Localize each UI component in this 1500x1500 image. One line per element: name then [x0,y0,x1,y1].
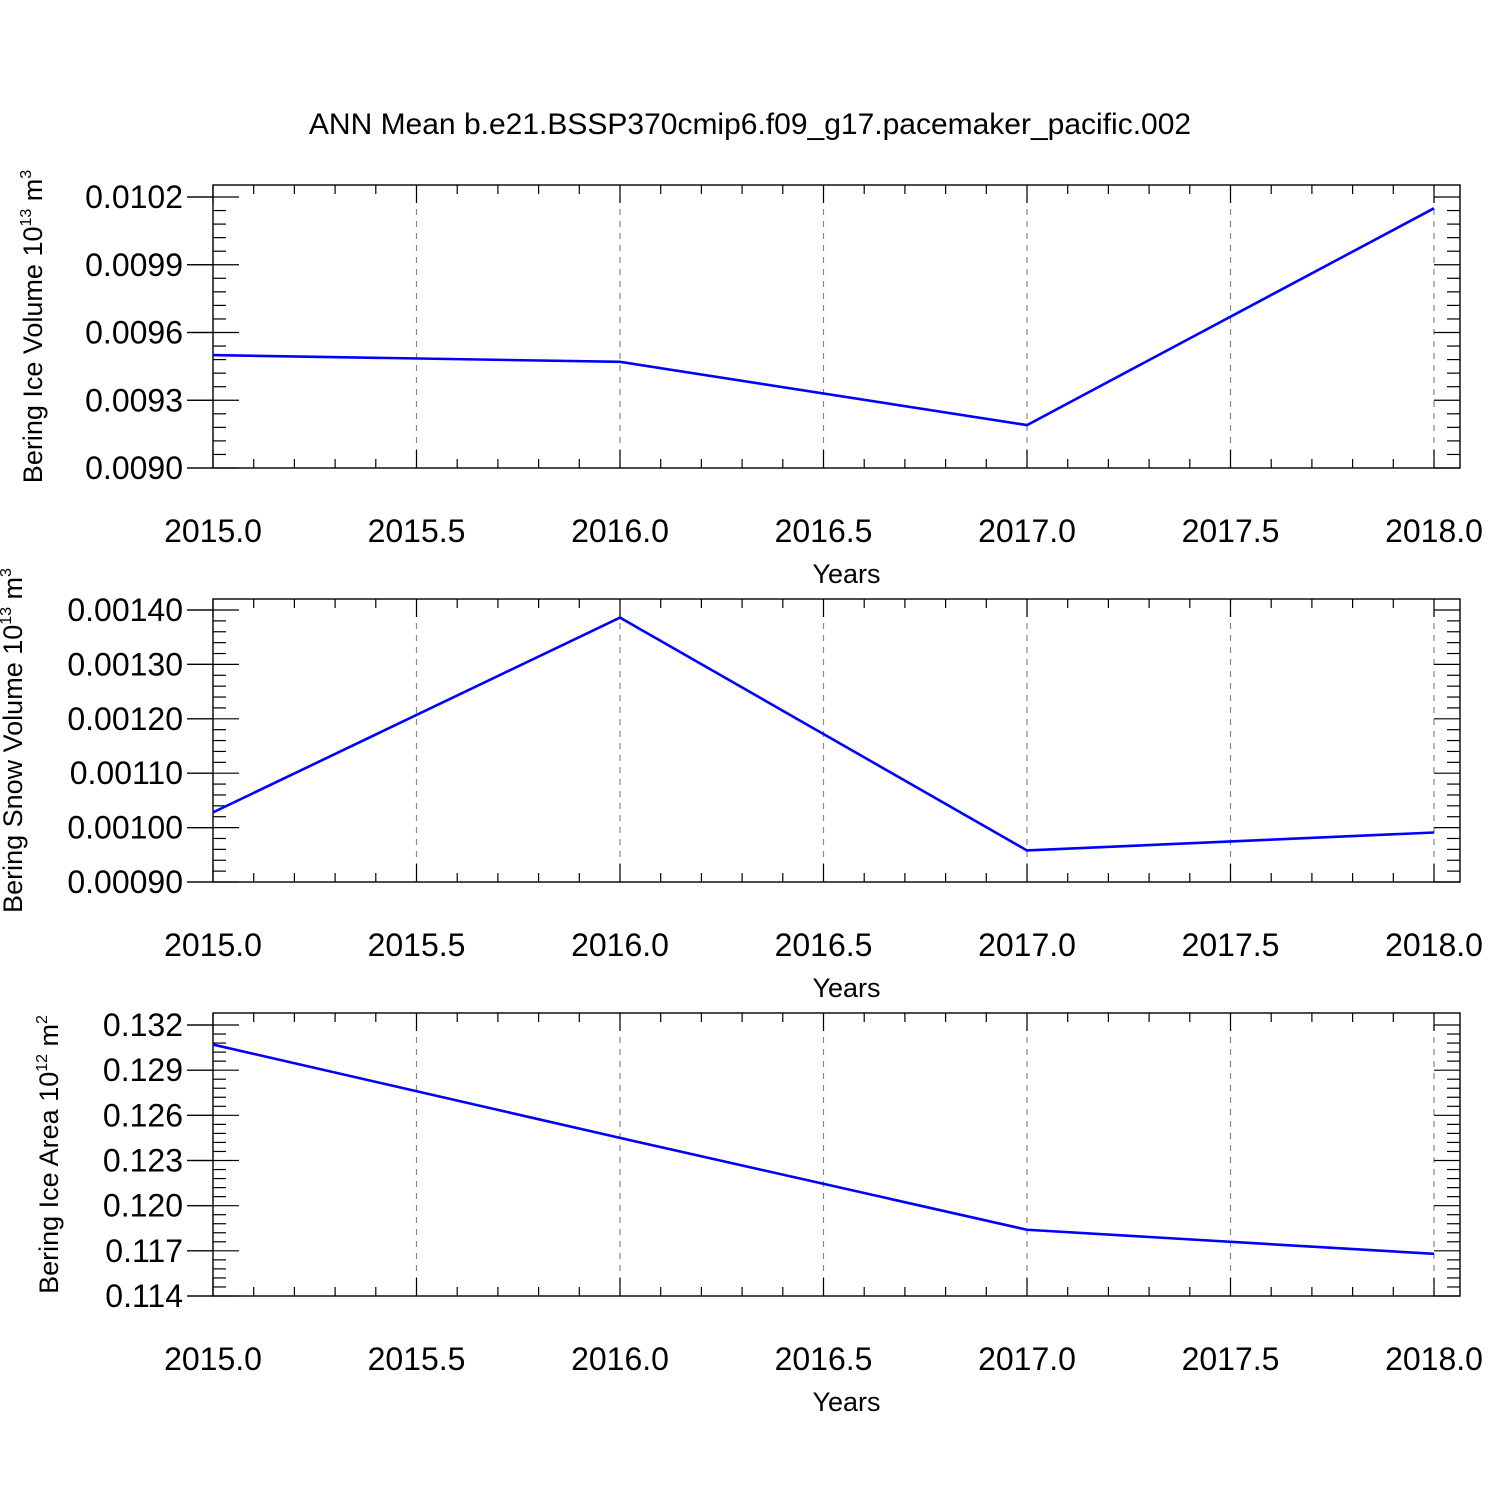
y-tick-label: 0.132 [103,1007,183,1043]
x-tick-label: 2017.5 [1182,927,1280,963]
y-tick-label: 0.114 [105,1278,183,1314]
x-tick-label: 2015.0 [164,927,262,963]
y-tick-label: 0.00110 [70,755,183,791]
y-tick-label: 0.00140 [67,592,183,628]
series-line [212,1043,1435,1256]
x-tick-label: 2016.5 [775,1341,873,1377]
x-tick-label: 2016.0 [571,927,669,963]
y-axis-label: Bering Ice Volume 1013 m3 [18,170,48,483]
x-tick-label: 2015.5 [368,927,466,963]
y-tick-label: 0.120 [103,1188,183,1224]
x-tick-label: 2015.5 [368,513,466,549]
x-tick-label: 2016.0 [571,1341,669,1377]
chart-panel-1: 0.0090 0.0093 0.0096 0.0099 0.0102 2015.0 2015… [18,170,1483,589]
x-tick-label: 2018.0 [1385,927,1483,963]
x-tick-label: 2015.5 [368,1341,466,1377]
series-line [212,207,1435,427]
y-tick-label: 0.117 [105,1233,183,1269]
x-tick-label: 2017.0 [978,1341,1076,1377]
x-tick-label: 2017.0 [978,513,1076,549]
y-axis-label: Bering Ice Area 1012 m2 [34,1015,64,1294]
y-tick-label: 0.0099 [85,247,183,283]
x-tick-label: 2016.0 [571,513,669,549]
x-tick-label: 2017.5 [1182,1341,1280,1377]
y-tick-label: 0.00120 [67,701,183,737]
x-axis-label: Years [812,973,880,1003]
y-axis-label: Bering Snow Volume 1013 m3 [0,568,28,913]
y-tick-label: 0.00130 [67,646,183,682]
y-tick-label: 0.129 [103,1052,183,1088]
plot-frame [212,1012,1461,1297]
figure-title: ANN Mean b.e21.BSSP370cmip6.f09_g17.pace… [309,108,1191,141]
x-tick-label: 2018.0 [1385,1341,1483,1377]
x-axis-label: Years [812,1387,880,1417]
plot-frame [212,184,1461,469]
x-tick-label: 2018.0 [1385,513,1483,549]
y-tick-label: 0.0096 [85,315,183,351]
y-tick-label: 0.00100 [67,810,183,846]
series-line [212,616,1435,852]
x-tick-label: 2015.0 [164,513,262,549]
chart-panel-3: 0.114 0.117 0.120 0.123 0.126 0.129 0.132 2015.… [34,1007,1483,1417]
x-tick-label: 2017.0 [978,927,1076,963]
y-tick-label: 0.0102 [85,179,183,215]
x-tick-label: 2016.5 [775,513,873,549]
y-tick-label: 0.123 [103,1143,183,1179]
x-axis-label: Years [812,559,880,589]
x-tick-label: 2017.5 [1182,513,1280,549]
y-tick-label: 0.0093 [85,382,183,418]
x-tick-label: 2016.5 [775,927,873,963]
y-tick-label: 0.0090 [85,450,183,486]
y-tick-label: 0.126 [103,1097,183,1133]
y-tick-label: 0.00090 [67,864,183,900]
chart-panel-2: 0.00090 0.00100 0.00110 0.00120 0.00130 0.001… [0,568,1483,1003]
x-tick-label: 2015.0 [164,1341,262,1377]
